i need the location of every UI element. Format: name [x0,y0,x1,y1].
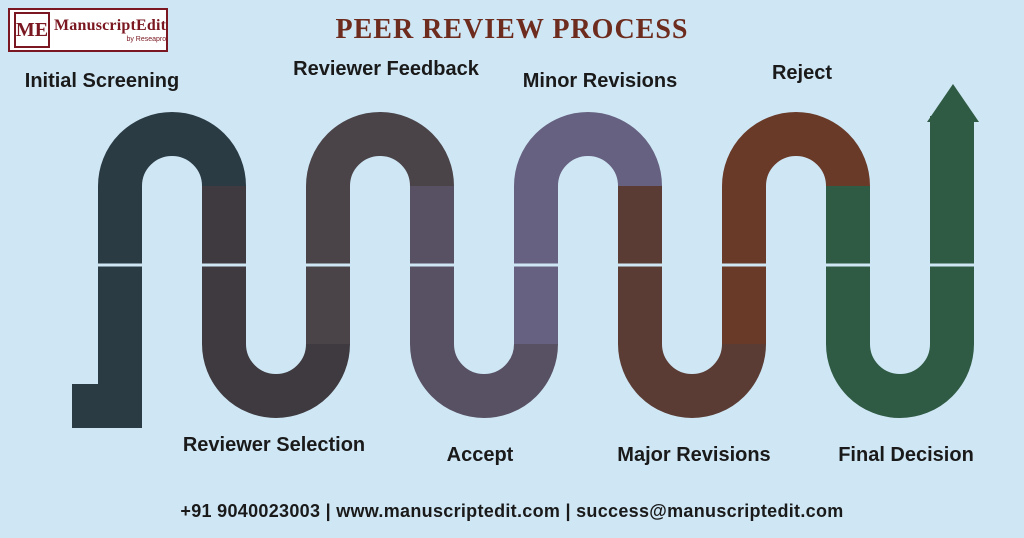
contact-footer: +91 9040023003 | www.manuscriptedit.com … [0,501,1024,522]
stage-label: Final Decision [838,444,974,467]
stage-label: Reviewer Selection [183,434,365,457]
stage-label: Minor Revisions [523,70,677,93]
arrow-up-icon [927,84,979,122]
stage-label: Reject [772,62,832,85]
stage-label: Accept [447,444,514,467]
stage-label: Reviewer Feedback [293,58,479,81]
flow-segment [72,134,224,406]
stage-label: Initial Screening [25,70,179,93]
stage-label: Major Revisions [617,444,770,467]
